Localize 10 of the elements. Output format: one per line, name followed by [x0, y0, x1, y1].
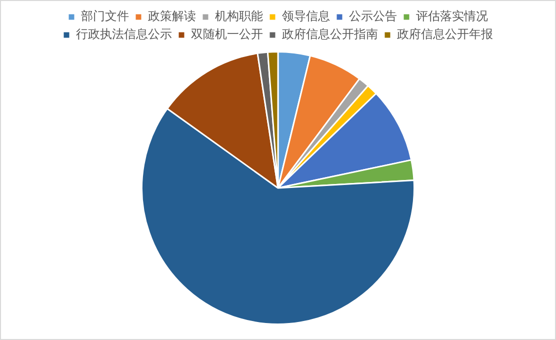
legend-label: 机构职能 [215, 9, 263, 24]
legend-label: 政府信息公开年报 [397, 27, 493, 42]
legend-label: 行政执法信息公示 [76, 27, 172, 42]
legend-label: 双随机一公开 [191, 27, 263, 42]
legend-label: 领导信息 [282, 9, 330, 24]
legend-label: 政府信息公开指南 [282, 27, 378, 42]
legend-label: 公示公告 [349, 9, 397, 24]
legend-label: 部门文件 [81, 9, 129, 24]
legend-label: 评估落实情况 [416, 9, 488, 24]
legend-label: 政策解读 [148, 9, 196, 24]
